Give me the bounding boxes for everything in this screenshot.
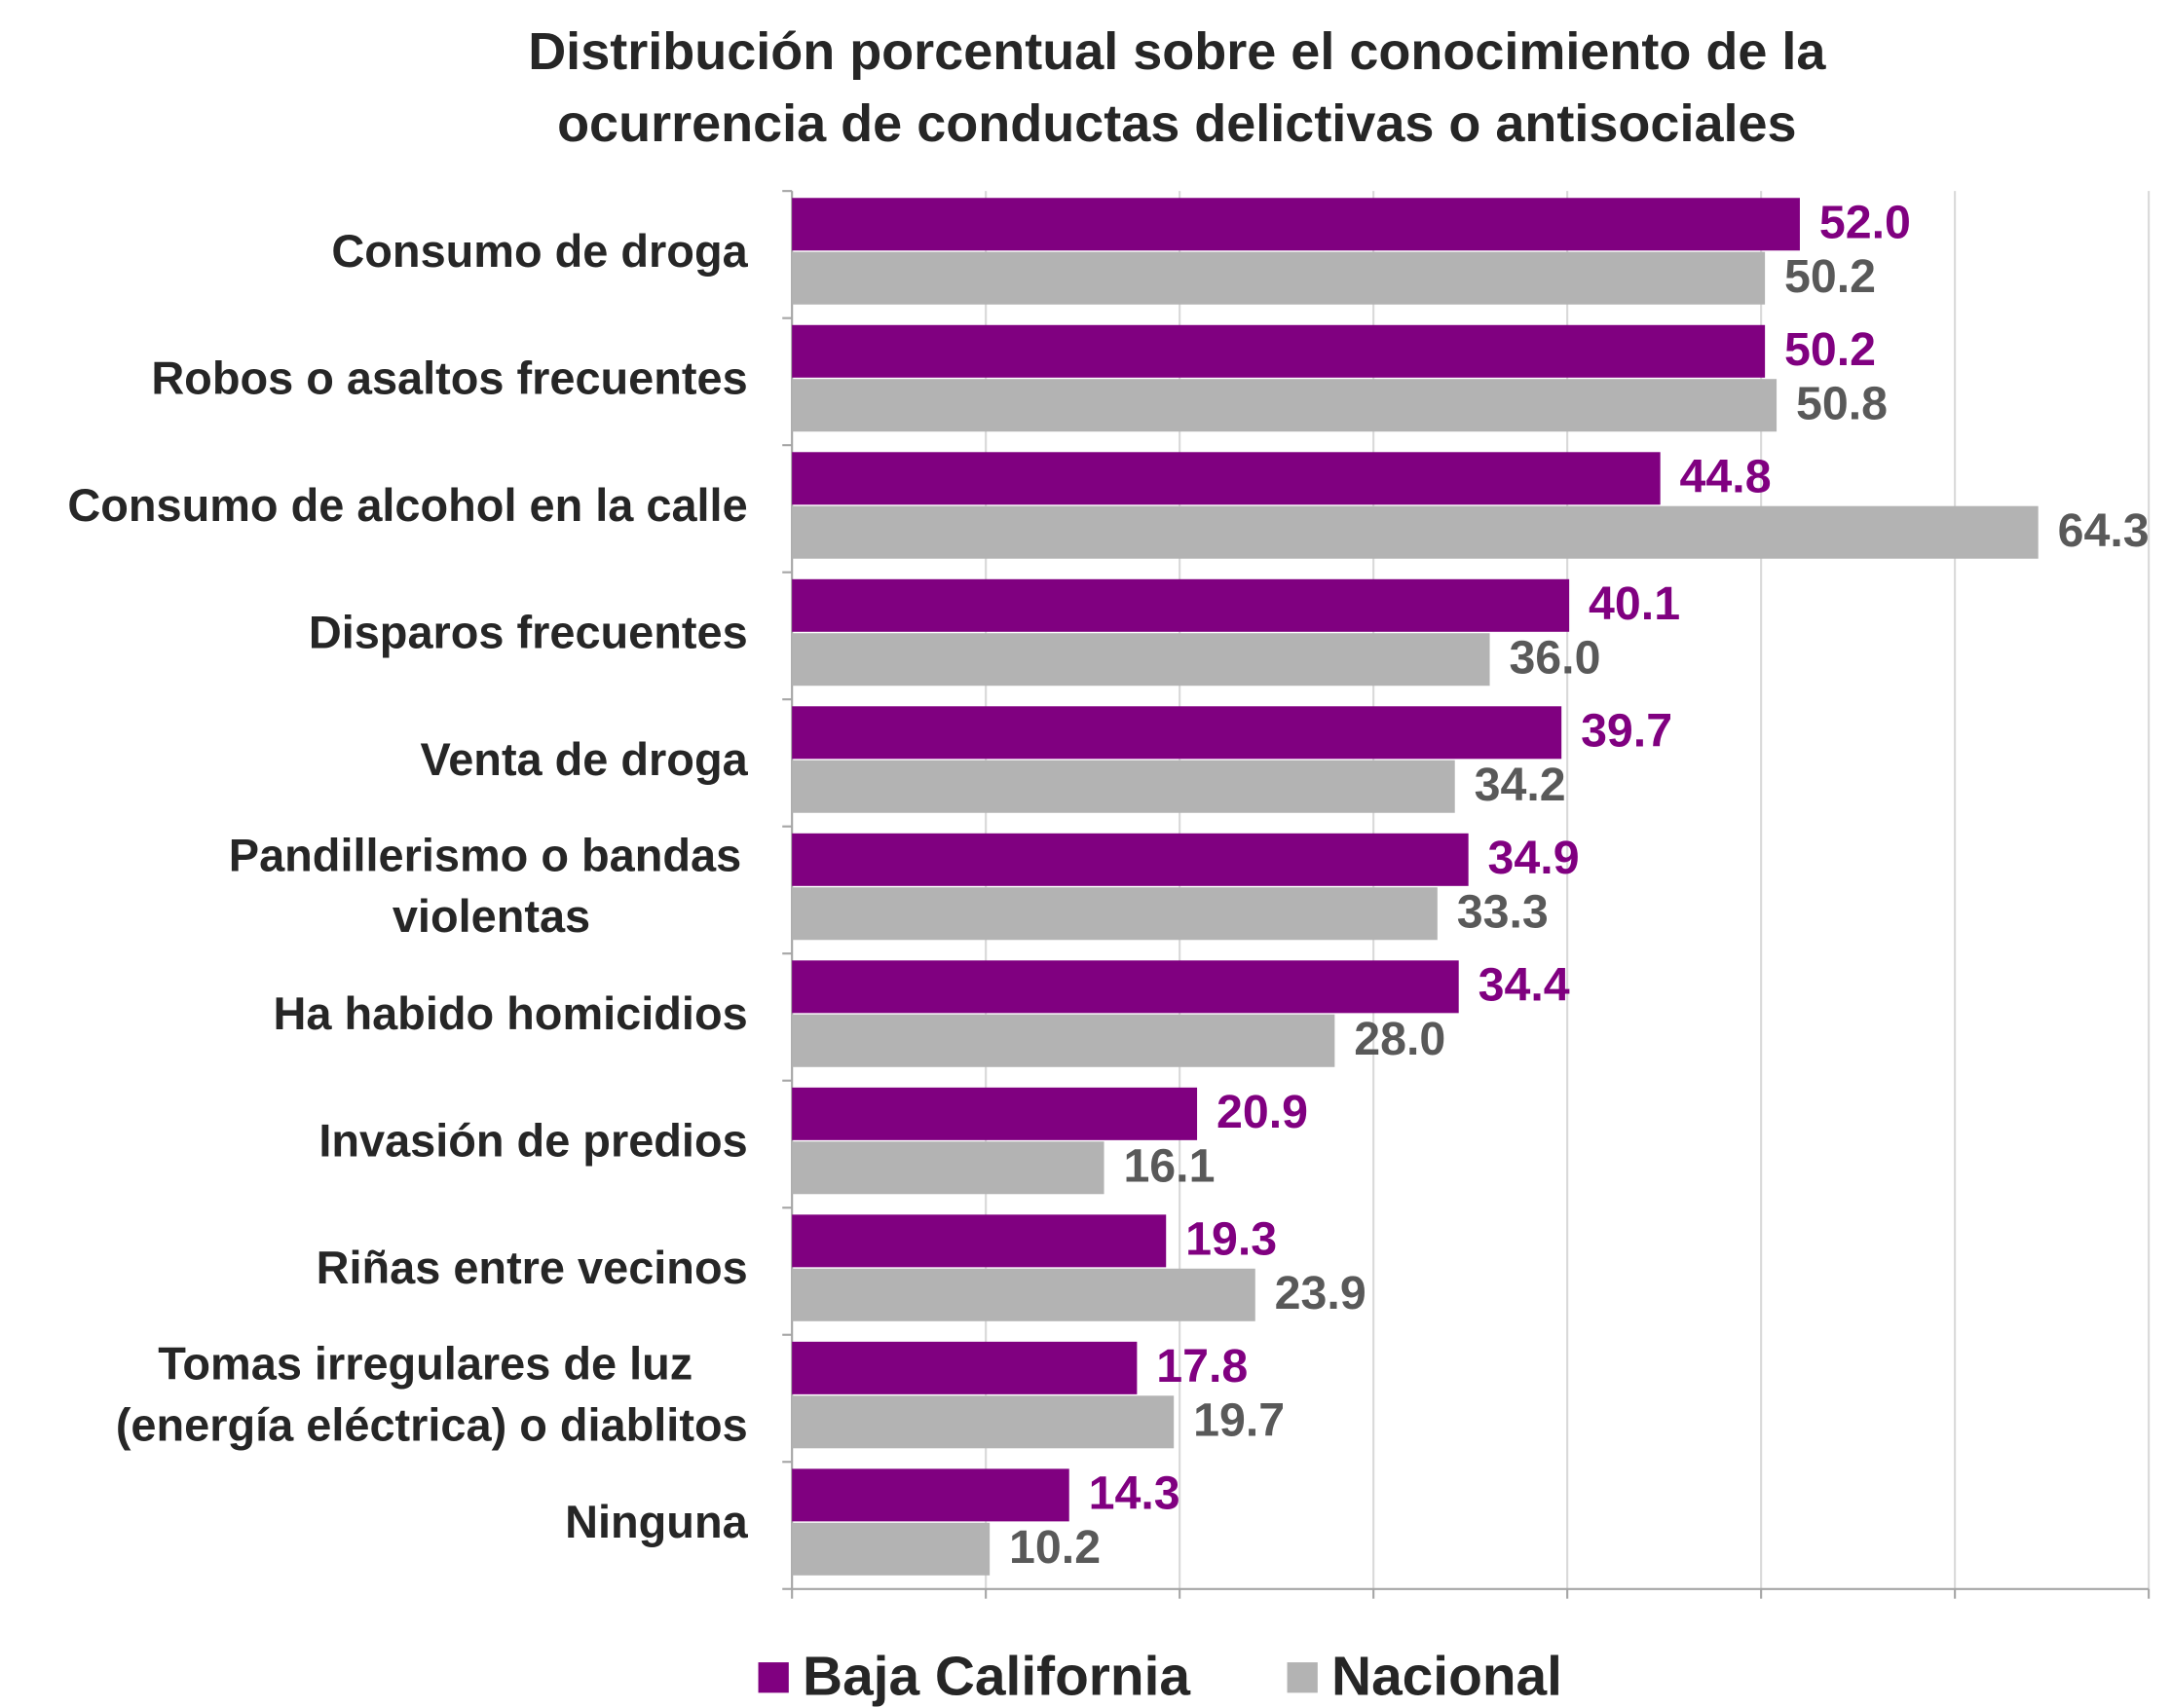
- bar: [792, 198, 1800, 251]
- y-tick-label: Ha habido homicidios: [273, 988, 747, 1039]
- bar: [792, 578, 1570, 632]
- bar: [792, 960, 1459, 1014]
- y-tick-label: Ninguna: [565, 1497, 748, 1547]
- y-tick-label: Robos o asaltos frecuentes: [151, 353, 747, 403]
- bar: [792, 1014, 1335, 1067]
- bar: [792, 1468, 1069, 1522]
- bar: [792, 452, 1661, 505]
- bar: [792, 760, 1455, 813]
- chart-title: ocurrencia de conductas delictivas o ant…: [557, 94, 1796, 153]
- data-label: 14.3: [1089, 1467, 1180, 1520]
- bar: [792, 324, 1766, 378]
- y-tick-label: Disparos frecuentes: [309, 607, 748, 657]
- bar: [792, 706, 1562, 760]
- bar: [792, 1522, 991, 1576]
- bar: [792, 1268, 1255, 1321]
- data-label: 40.1: [1589, 577, 1680, 630]
- data-label: 23.9: [1275, 1267, 1366, 1319]
- y-tick-label: Riñas entre vecinos: [317, 1243, 748, 1293]
- data-label: 50.8: [1796, 377, 1888, 429]
- bar: [792, 1087, 1198, 1140]
- data-label: 39.7: [1581, 704, 1672, 757]
- data-label: 33.3: [1457, 885, 1549, 938]
- data-label: 36.0: [1509, 631, 1600, 684]
- bar: [792, 1341, 1138, 1394]
- data-label: 64.3: [2058, 504, 2150, 557]
- data-label: 28.0: [1354, 1013, 1445, 1065]
- legend-label: Nacional: [1331, 1647, 1562, 1708]
- data-label: 34.9: [1488, 832, 1580, 884]
- data-label: 20.9: [1217, 1086, 1308, 1138]
- bar: [792, 379, 1778, 432]
- bar: [792, 833, 1469, 886]
- bar: [792, 1214, 1167, 1268]
- y-tick-label: Tomas irregulares de luz (energía eléctr…: [116, 1339, 748, 1451]
- legend-swatch: [1287, 1662, 1318, 1693]
- chart-title: Distribución porcentual sobre el conocim…: [528, 22, 1826, 81]
- data-label: 52.0: [1819, 196, 1911, 248]
- bar: [792, 251, 1766, 305]
- y-tick-label: Pandillerismo o bandas violentas: [229, 831, 754, 943]
- data-label: 16.1: [1123, 1139, 1215, 1192]
- data-label: 44.8: [1680, 450, 1772, 502]
- legend-label: Baja California: [803, 1647, 1190, 1708]
- legend: Baja California Nacional: [758, 1647, 1562, 1708]
- bar: [792, 1141, 1104, 1195]
- bar: [792, 887, 1438, 941]
- y-tick-label: Consumo de droga: [331, 226, 748, 277]
- y-tick-label: Invasión de predios: [318, 1115, 747, 1166]
- data-label: 50.2: [1784, 323, 1876, 376]
- y-tick-label: Venta de droga: [421, 734, 749, 785]
- bar: [792, 505, 2039, 559]
- data-label: 10.2: [1009, 1521, 1101, 1574]
- data-label: 34.4: [1479, 959, 1570, 1012]
- bar: [792, 1395, 1175, 1449]
- legend-swatch: [758, 1662, 789, 1693]
- data-label: 50.2: [1784, 250, 1876, 303]
- bar: [792, 633, 1490, 687]
- data-label: 34.2: [1475, 759, 1566, 811]
- y-tick-label: Consumo de alcohol en la calle: [67, 480, 747, 531]
- data-label: 17.8: [1156, 1340, 1248, 1392]
- data-label: 19.7: [1193, 1393, 1285, 1446]
- data-label: 19.3: [1185, 1213, 1277, 1266]
